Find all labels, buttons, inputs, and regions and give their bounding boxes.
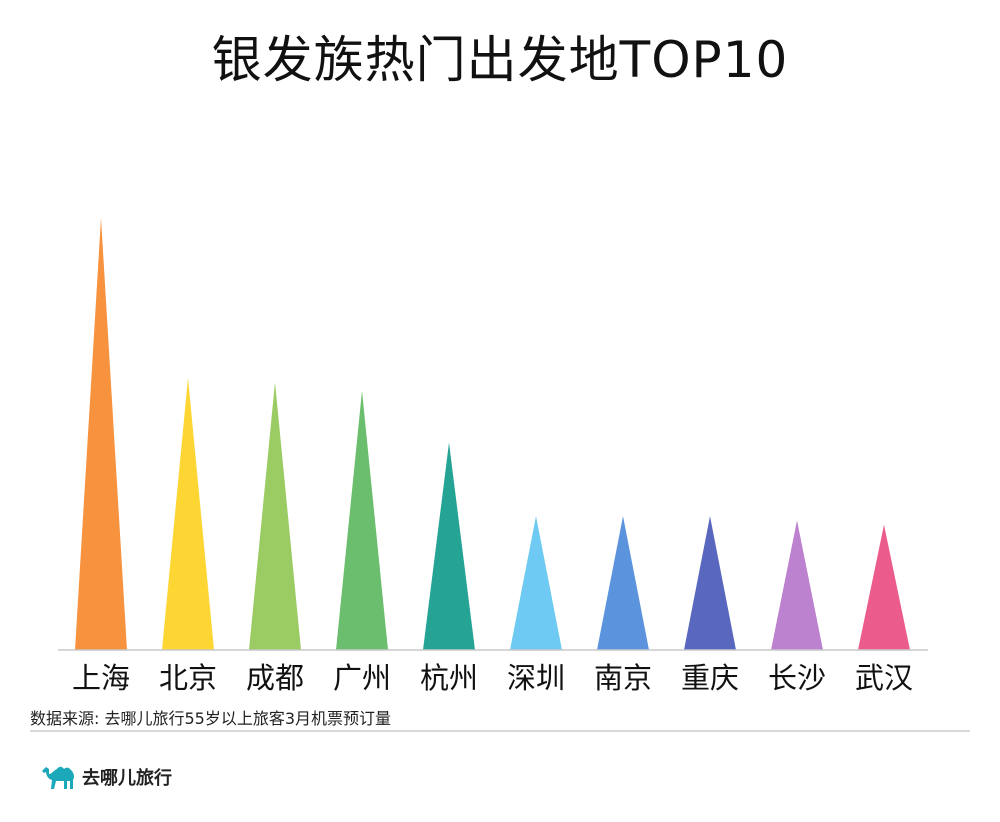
chart-title: 银发族热门出发地TOP10 [211, 31, 789, 89]
peak-bar-8 [684, 516, 736, 650]
category-label-6: 深圳 [507, 661, 565, 695]
peaks-group [75, 218, 910, 650]
peak-bar-1 [75, 218, 127, 650]
category-label-3: 成都 [246, 661, 304, 695]
peak-bar-10 [858, 524, 910, 650]
peak-bar-6 [510, 516, 562, 650]
peak-bar-4 [336, 390, 388, 650]
peak-bar-3 [249, 382, 301, 650]
peak-bar-2 [162, 377, 214, 650]
category-label-4: 广州 [333, 661, 391, 695]
category-label-10: 武汉 [855, 661, 913, 695]
category-label-8: 重庆 [681, 661, 739, 695]
category-label-5: 杭州 [420, 661, 478, 695]
peak-bar-7 [597, 516, 649, 650]
category-label-2: 北京 [159, 661, 217, 695]
category-label-9: 长沙 [768, 661, 826, 695]
peak-chart: 上海 北京 成都 广州 杭州 深圳 南京 重庆 长沙 武汉 [58, 218, 928, 695]
brand-logo-group: 去哪儿旅行 [40, 762, 172, 792]
category-labels-group: 上海 北京 成都 广州 杭州 深圳 南京 重庆 长沙 武汉 [72, 661, 913, 695]
data-source-note: 数据来源: 去哪儿旅行55岁以上旅客3月机票预订量 [30, 709, 392, 728]
category-label-1: 上海 [72, 661, 130, 695]
peak-bar-5 [423, 442, 475, 650]
peak-bar-9 [771, 520, 823, 650]
footer-divider [30, 730, 970, 732]
category-label-7: 南京 [594, 661, 652, 695]
brand-name: 去哪儿旅行 [82, 768, 172, 789]
camel-icon [42, 766, 75, 789]
